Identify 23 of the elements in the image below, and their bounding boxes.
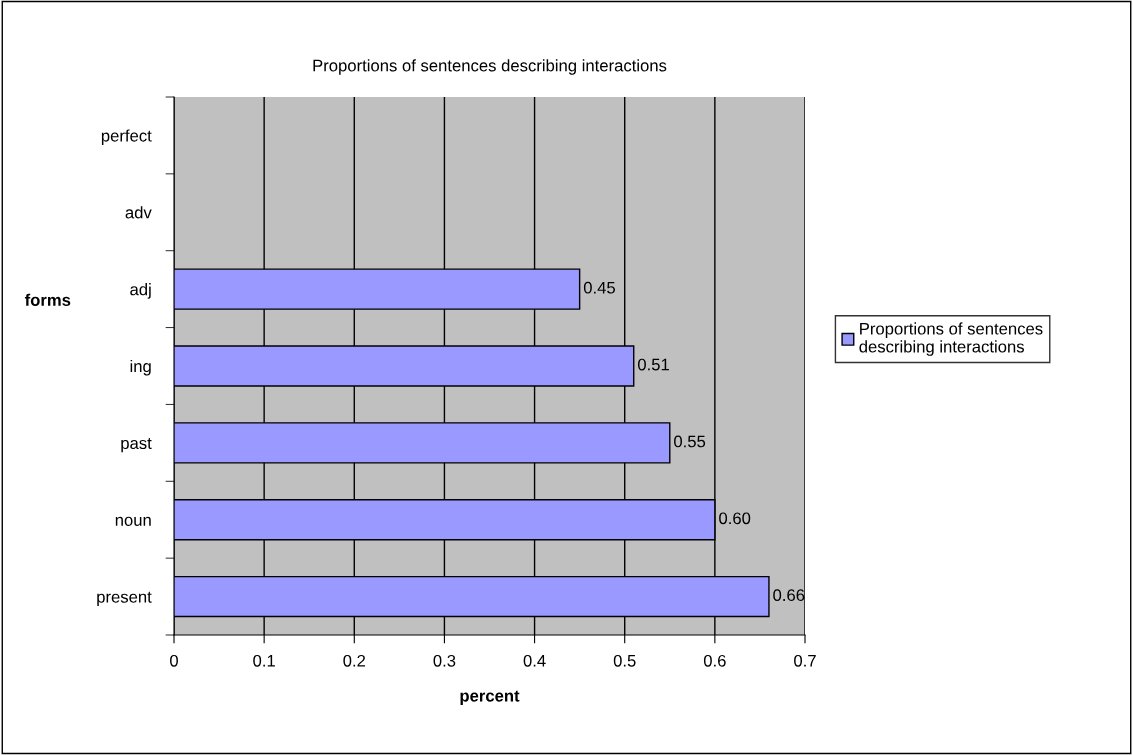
x-tick-label: 0.6 bbox=[703, 654, 726, 667]
y-tick-label: past bbox=[121, 438, 152, 453]
x-tick-label: 0.5 bbox=[613, 654, 636, 667]
y-tick-label: perfect bbox=[101, 129, 152, 145]
data-label: 0.51 bbox=[637, 358, 669, 371]
y-tick-label: adv bbox=[125, 206, 152, 219]
x-tick-label: 0.1 bbox=[253, 654, 275, 667]
y-tick-label: ing bbox=[130, 359, 151, 376]
data-label: 0.60 bbox=[719, 512, 751, 525]
y-axis-title: forms bbox=[24, 293, 71, 306]
x-tick-label: 0 bbox=[170, 654, 178, 667]
legend-label: Proportions of sentences describing interactions bbox=[859, 322, 1043, 356]
x-tick-label: 0.7 bbox=[794, 654, 816, 667]
x-tick-label: 0.3 bbox=[433, 654, 456, 667]
data-label: 0.55 bbox=[674, 435, 706, 448]
chart-title: Proportions of sentences describing interactions bbox=[313, 59, 667, 75]
x-tick-label: 0.2 bbox=[343, 654, 366, 667]
y-tick-label: adj bbox=[130, 283, 151, 299]
data-label: 0.45 bbox=[583, 281, 615, 294]
y-tick-label: present bbox=[97, 591, 152, 607]
y-tick-label: noun bbox=[115, 516, 151, 526]
x-tick-label: 0.4 bbox=[523, 654, 546, 667]
x-axis-title: percent bbox=[460, 690, 520, 705]
